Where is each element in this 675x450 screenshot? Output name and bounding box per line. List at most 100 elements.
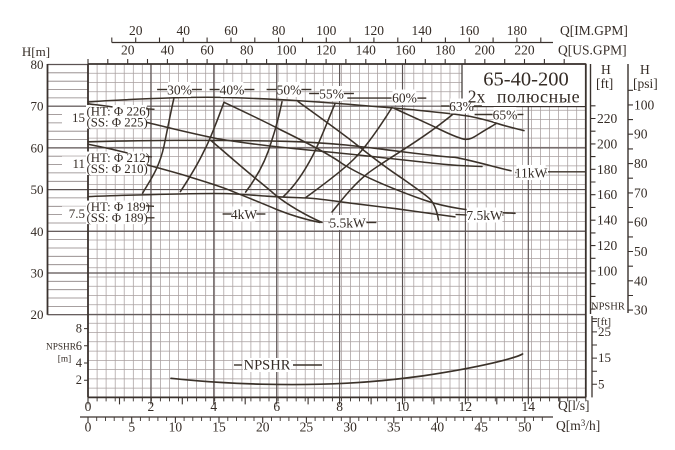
svg-text:40: 40 — [177, 23, 191, 38]
svg-text:60: 60 — [31, 140, 44, 155]
svg-text:2: 2 — [76, 373, 82, 387]
svg-text:80: 80 — [31, 57, 44, 72]
svg-text:4kW: 4kW — [231, 207, 258, 222]
svg-text:6: 6 — [273, 399, 280, 414]
svg-text:180: 180 — [507, 23, 528, 38]
svg-text:50: 50 — [634, 244, 648, 259]
svg-text:6: 6 — [76, 339, 82, 353]
svg-text:NPSHR: NPSHR — [46, 343, 77, 353]
svg-text:65%: 65% — [493, 107, 518, 122]
svg-text:NPSHR: NPSHR — [244, 358, 291, 374]
svg-text:120: 120 — [316, 43, 337, 58]
svg-text:H: H — [601, 62, 611, 77]
svg-text:Q[m3/h]: Q[m3/h] — [556, 418, 600, 433]
svg-text:(SS: Φ 189): (SS: Φ 189) — [87, 211, 148, 225]
svg-text:4: 4 — [210, 399, 217, 414]
svg-text:15: 15 — [212, 420, 226, 435]
svg-text:60%: 60% — [392, 90, 417, 105]
svg-text:полюсные: полюсные — [497, 86, 580, 106]
svg-text:8: 8 — [336, 399, 343, 414]
svg-text:50: 50 — [31, 182, 44, 197]
svg-text:30: 30 — [343, 420, 357, 435]
svg-text:12: 12 — [459, 399, 473, 414]
svg-text:0: 0 — [85, 399, 92, 414]
svg-text:(HT: Φ 212): (HT: Φ 212) — [87, 151, 150, 165]
svg-text:60: 60 — [634, 215, 648, 230]
svg-text:55%: 55% — [319, 86, 344, 101]
svg-text:NPSHR: NPSHR — [591, 302, 625, 313]
svg-text:10: 10 — [169, 420, 183, 435]
svg-text:20: 20 — [256, 420, 270, 435]
svg-text:20: 20 — [121, 43, 135, 58]
svg-text:8: 8 — [76, 322, 82, 336]
svg-text:35: 35 — [387, 420, 401, 435]
svg-text:30: 30 — [634, 303, 648, 318]
svg-text:70: 70 — [31, 99, 44, 114]
svg-text:60: 60 — [200, 43, 214, 58]
svg-text:2х: 2х — [468, 86, 486, 106]
svg-text:H[m]: H[m] — [22, 44, 50, 59]
svg-text:7.5kW: 7.5kW — [466, 208, 503, 223]
svg-text:140: 140 — [597, 213, 618, 228]
svg-text:40: 40 — [31, 224, 44, 239]
svg-text:100: 100 — [316, 23, 337, 38]
svg-text:40: 40 — [161, 43, 175, 58]
svg-text:(SS: Φ 225): (SS: Φ 225) — [87, 115, 148, 129]
svg-text:[m]: [m] — [58, 355, 71, 365]
svg-text:14: 14 — [522, 399, 536, 414]
svg-text:30: 30 — [31, 266, 44, 281]
svg-text:[psi]: [psi] — [633, 76, 658, 91]
svg-text:7.5: 7.5 — [69, 206, 85, 221]
svg-text:Q[l/s]: Q[l/s] — [558, 398, 590, 413]
svg-text:50%: 50% — [277, 82, 302, 97]
svg-text:200: 200 — [597, 136, 618, 151]
svg-text:90: 90 — [634, 127, 648, 142]
svg-text:15: 15 — [72, 110, 85, 125]
svg-text:65-40-200: 65-40-200 — [483, 69, 568, 91]
svg-text:0: 0 — [85, 420, 92, 435]
svg-text:70: 70 — [634, 185, 648, 200]
svg-text:220: 220 — [597, 111, 618, 126]
svg-text:80: 80 — [240, 43, 254, 58]
svg-text:80: 80 — [634, 156, 648, 171]
svg-text:[ft]: [ft] — [596, 76, 613, 91]
svg-text:11: 11 — [72, 156, 85, 171]
svg-text:60: 60 — [224, 23, 238, 38]
svg-text:160: 160 — [459, 23, 480, 38]
svg-text:20: 20 — [31, 307, 44, 322]
svg-text:220: 220 — [514, 43, 535, 58]
svg-text:30%: 30% — [167, 82, 192, 97]
svg-text:160: 160 — [395, 43, 416, 58]
svg-text:(HT: Φ 189): (HT: Φ 189) — [87, 200, 150, 214]
svg-text:100: 100 — [276, 43, 297, 58]
svg-text:H: H — [640, 62, 650, 77]
svg-text:4: 4 — [76, 356, 83, 370]
svg-text:(HT: Φ 226): (HT: Φ 226) — [87, 104, 150, 118]
svg-text:5.5kW: 5.5kW — [329, 215, 366, 230]
svg-text:80: 80 — [272, 23, 286, 38]
svg-text:[ft]: [ft] — [597, 316, 611, 328]
svg-text:140: 140 — [411, 23, 432, 38]
svg-text:200: 200 — [475, 43, 496, 58]
svg-text:140: 140 — [356, 43, 377, 58]
svg-text:5: 5 — [598, 376, 605, 391]
svg-text:45: 45 — [474, 420, 488, 435]
svg-text:40: 40 — [634, 273, 648, 288]
svg-text:180: 180 — [597, 162, 618, 177]
svg-text:100: 100 — [634, 97, 655, 112]
svg-text:25: 25 — [300, 420, 314, 435]
svg-text:11kW: 11kW — [515, 165, 548, 180]
svg-text:120: 120 — [597, 238, 618, 253]
svg-text:160: 160 — [597, 187, 618, 202]
svg-text:5: 5 — [128, 420, 135, 435]
svg-text:50: 50 — [518, 420, 532, 435]
svg-text:63%: 63% — [449, 99, 474, 114]
svg-text:Q[US.GPM]: Q[US.GPM] — [558, 43, 627, 58]
svg-text:40: 40 — [431, 420, 445, 435]
svg-text:20: 20 — [129, 23, 143, 38]
svg-text:100: 100 — [597, 264, 618, 279]
svg-text:Q[IM.GPM]: Q[IM.GPM] — [560, 23, 628, 38]
svg-text:40%: 40% — [220, 82, 245, 97]
svg-text:(SS: Φ 210): (SS: Φ 210) — [87, 162, 148, 176]
svg-text:2: 2 — [148, 399, 155, 414]
